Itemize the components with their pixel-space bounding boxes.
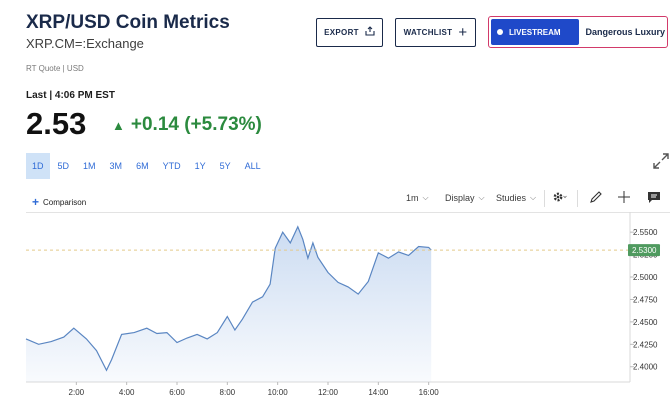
live-dot-icon <box>497 29 503 35</box>
studies-dropdown[interactable]: Studies ⌵ <box>496 193 536 203</box>
y-tick-label: 2.5500 <box>633 228 658 237</box>
range-1y[interactable]: 1Y <box>194 161 206 171</box>
comparison-label: Comparison <box>43 197 87 207</box>
x-tick-label: 16:00 <box>419 388 440 397</box>
share-icon <box>365 26 375 39</box>
y-tick-label: 2.4750 <box>633 295 658 304</box>
export-label: EXPORT <box>324 28 359 37</box>
livestream-button[interactable]: LIVESTREAM <box>491 19 580 45</box>
current-price-badge <box>628 244 660 257</box>
livestream-widget[interactable]: LIVESTREAM Dangerous Luxury <box>488 16 668 48</box>
pencil-icon[interactable] <box>588 189 604 205</box>
expand-icon[interactable] <box>652 152 670 170</box>
export-button[interactable]: EXPORT <box>316 18 383 47</box>
x-tick-label: 2:00 <box>69 388 85 397</box>
price-change-value: +0.14 (+5.73%) <box>130 114 262 135</box>
chevron-down-icon: ⌵ <box>530 193 537 202</box>
range-3m[interactable]: 3M <box>109 161 123 171</box>
range-ytd[interactable]: YTD <box>162 161 181 171</box>
interval-dropdown[interactable]: 1m ⌵ <box>406 193 429 203</box>
y-tick-label: 2.4250 <box>633 340 658 349</box>
crosshair-icon[interactable] <box>616 189 632 205</box>
plus-icon: + <box>32 195 40 209</box>
range-all[interactable]: ALL <box>244 161 261 171</box>
range-5y[interactable]: 5Y <box>219 161 231 171</box>
x-tick-label: 4:00 <box>119 388 135 397</box>
gear-icon[interactable] <box>551 189 567 205</box>
livestream-label: LIVESTREAM <box>509 27 561 37</box>
range-5d[interactable]: 5D <box>57 161 70 171</box>
toolbar-divider <box>544 190 545 207</box>
display-dropdown[interactable]: Display ⌵ <box>445 193 485 203</box>
current-price-label: 2.5300 <box>632 246 657 255</box>
price-line <box>25 225 432 372</box>
plus-icon: + <box>458 23 468 41</box>
range-1d[interactable]: 1D <box>26 153 50 179</box>
price-area <box>26 226 432 382</box>
y-tick-label: 2.5000 <box>633 273 658 282</box>
y-tick-label: 2.4500 <box>633 318 658 327</box>
range-1m[interactable]: 1M <box>83 161 96 171</box>
price-change: ▲ +0.14 (+5.73%) <box>112 114 262 136</box>
studies-label: Studies <box>496 193 527 203</box>
x-tick-label: 12:00 <box>318 388 339 397</box>
chevron-down-icon: ⌵ <box>478 193 485 202</box>
display-label: Display <box>445 193 475 203</box>
price-chart[interactable]: 2.40002.42502.45002.47502.50002.52502.55… <box>0 212 670 406</box>
last-trade-time: Last | 4:06 PM EST <box>26 90 115 101</box>
quote-source: RT Quote | USD <box>26 64 84 73</box>
x-tick-label: 8:00 <box>220 388 236 397</box>
live-show-title[interactable]: Dangerous Luxury <box>585 27 665 37</box>
up-arrow-icon: ▲ <box>112 117 125 133</box>
last-price: 2.53 <box>26 106 87 141</box>
range-selector: 1D 5D 1M 3M 6M YTD 1Y 5Y ALL <box>26 153 269 179</box>
page-title: XRP/USD Coin Metrics <box>26 12 230 33</box>
x-tick-label: 14:00 <box>368 388 389 397</box>
watchlist-button[interactable]: WATCHLIST + <box>395 18 476 47</box>
interval-label: 1m <box>406 193 419 203</box>
x-tick-label: 10:00 <box>268 388 289 397</box>
comparison-button[interactable]: + Comparison <box>32 195 86 209</box>
toolbar-divider <box>577 190 578 207</box>
comment-icon[interactable] <box>646 189 662 205</box>
y-tick-label: 2.4000 <box>633 363 658 372</box>
range-6m[interactable]: 6M <box>136 161 149 171</box>
chevron-down-icon: ⌵ <box>422 193 429 202</box>
symbol-exchange: XRP.CM=:Exchange <box>26 36 144 51</box>
watchlist-label: WATCHLIST <box>403 28 453 37</box>
toolbar-divider-line <box>26 212 670 213</box>
x-tick-label: 6:00 <box>169 388 185 397</box>
